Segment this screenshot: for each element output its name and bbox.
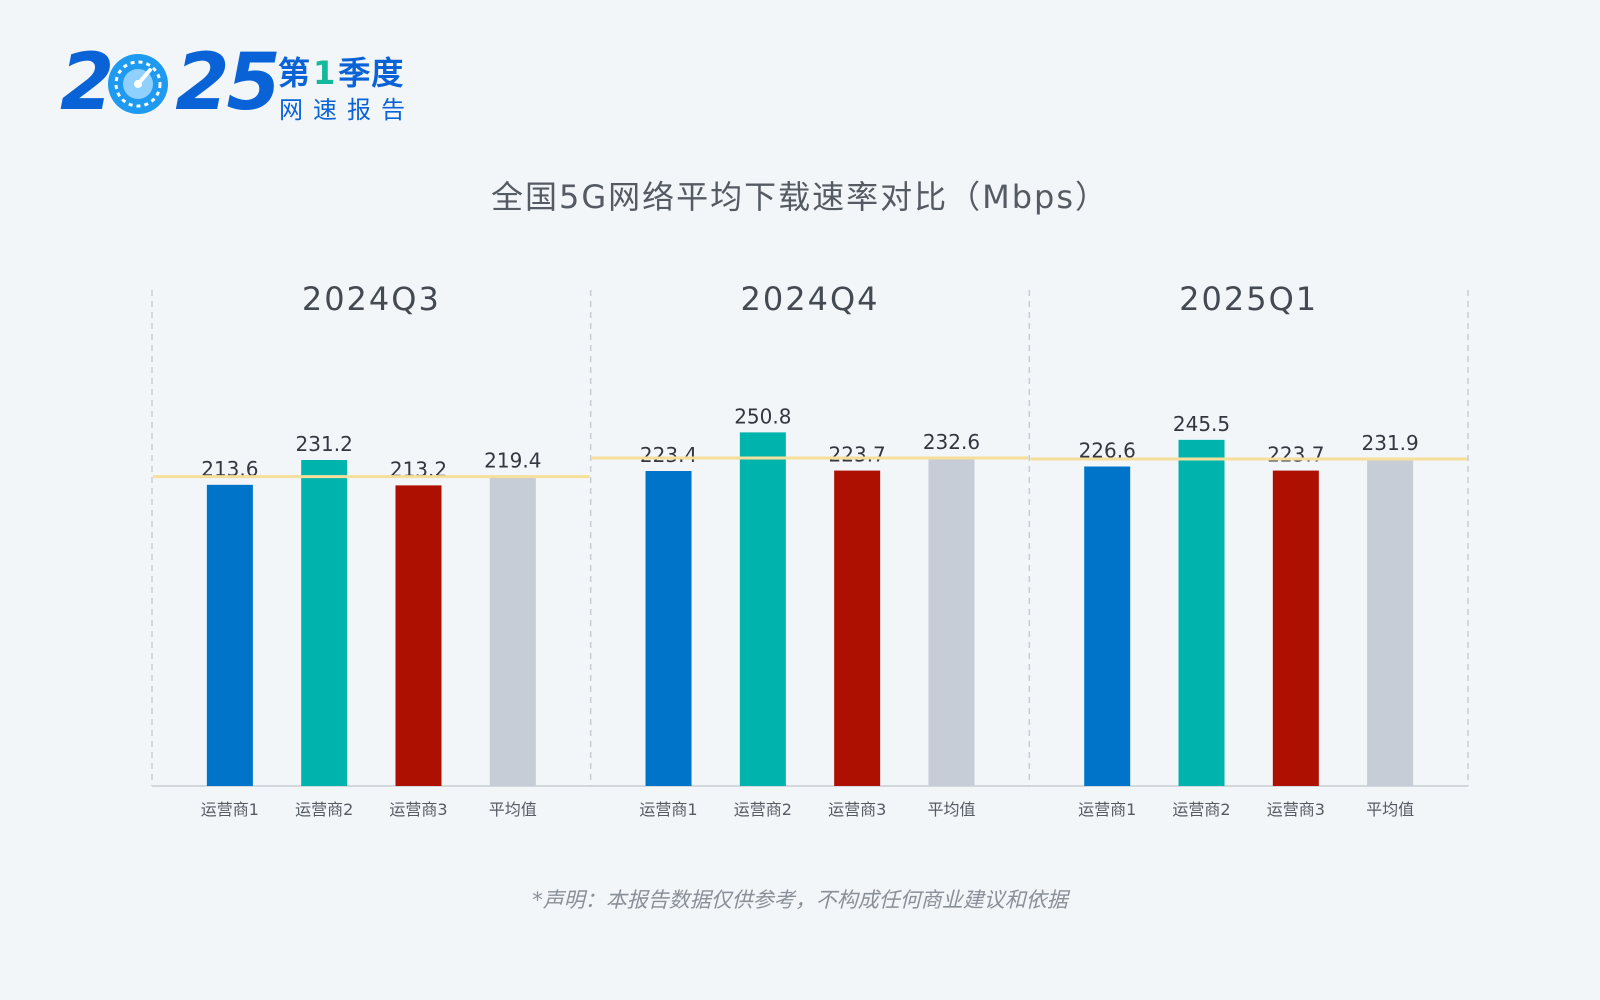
value-label-1-1: 250.8 bbox=[734, 404, 791, 428]
category-label-2-3: 平均值 bbox=[1366, 800, 1414, 819]
value-label-2-2: 223.7 bbox=[1267, 443, 1324, 467]
value-label-0-1: 231.2 bbox=[296, 432, 353, 456]
bar-2-0 bbox=[1084, 466, 1131, 786]
group-label-1: 2024Q4 bbox=[741, 280, 880, 318]
bar-2-3 bbox=[1367, 459, 1414, 786]
bar-1-0 bbox=[645, 471, 692, 786]
bar-1-3 bbox=[928, 458, 975, 786]
category-label-2-1: 运营商2 bbox=[1172, 800, 1230, 819]
logo-subtitle: 网速报告 bbox=[279, 96, 415, 124]
logo-year: 2 25 bbox=[60, 38, 281, 128]
logo-quarter-suffix: 季度 bbox=[338, 54, 405, 92]
logo-quarter-prefix: 第 bbox=[278, 54, 312, 92]
bar-1-2 bbox=[834, 470, 881, 786]
logo-quarter-number: 1 bbox=[313, 54, 337, 92]
disclaimer-footnote: *声明：本报告数据仅供参考，不构成任何商业建议和依据 bbox=[532, 888, 1068, 912]
category-label-1-1: 运营商2 bbox=[734, 800, 792, 819]
category-label-0-2: 运营商3 bbox=[389, 800, 447, 819]
bar-chart: 2024Q3213.6运营商1231.2运营商2213.2运营商3219.4平均… bbox=[151, 280, 1469, 819]
chart-title: 全国5G网络平均下载速率对比（Mbps） bbox=[490, 178, 1110, 216]
logo-year-rest: 25 bbox=[175, 38, 281, 128]
value-label-0-3: 219.4 bbox=[484, 449, 541, 473]
value-label-1-2: 223.7 bbox=[829, 443, 886, 467]
category-label-1-3: 平均值 bbox=[927, 800, 975, 819]
category-label-1-0: 运营商1 bbox=[639, 800, 697, 819]
group-label-0: 2024Q3 bbox=[302, 280, 441, 318]
category-label-0-3: 平均值 bbox=[489, 800, 537, 819]
bar-2-1 bbox=[1178, 439, 1225, 786]
category-label-0-1: 运营商2 bbox=[295, 800, 353, 819]
category-label-0-0: 运营商1 bbox=[201, 800, 259, 819]
group-label-2: 2025Q1 bbox=[1179, 280, 1318, 318]
bar-0-1 bbox=[301, 460, 348, 786]
logo-quarter: 第1季度 bbox=[278, 48, 404, 94]
bar-2-2 bbox=[1272, 470, 1319, 786]
category-label-2-2: 运营商3 bbox=[1267, 800, 1325, 819]
category-label-1-2: 运营商3 bbox=[828, 800, 886, 819]
value-label-2-1: 245.5 bbox=[1173, 412, 1230, 436]
value-label-2-3: 231.9 bbox=[1362, 431, 1419, 455]
bar-0-2 bbox=[395, 485, 442, 786]
logo-year-first: 2 bbox=[60, 38, 114, 128]
value-label-1-0: 223.4 bbox=[640, 443, 697, 467]
bar-0-3 bbox=[489, 476, 536, 786]
value-label-1-3: 232.6 bbox=[923, 430, 980, 454]
category-label-2-0: 运营商1 bbox=[1078, 800, 1136, 819]
bar-0-0 bbox=[206, 484, 253, 786]
report-logo: 2 25 第1季度 网速报告 bbox=[60, 38, 420, 128]
bar-1-1 bbox=[739, 432, 786, 786]
speedometer-icon bbox=[108, 54, 168, 114]
